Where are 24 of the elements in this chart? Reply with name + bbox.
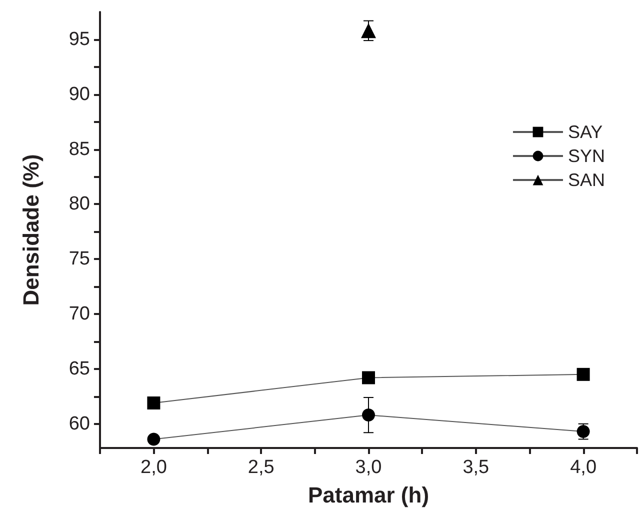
y-axis-title: Densidade (%) (18, 154, 44, 306)
point (147, 432, 160, 446)
point (362, 408, 375, 422)
y-tick-label: 80 (68, 194, 90, 215)
point (361, 23, 376, 38)
y-tick-label: 60 (68, 413, 90, 434)
y-tick-label: 95 (68, 28, 90, 50)
x-tick-label: 2,5 (248, 457, 274, 478)
x-tick-label: 4,0 (570, 457, 597, 478)
point (362, 371, 375, 384)
legend-label: SYN (568, 146, 606, 166)
y-tick-label: 65 (68, 358, 90, 380)
point (576, 368, 590, 381)
y-tick-label: 75 (68, 248, 90, 270)
y-tick-label: 85 (68, 138, 90, 160)
x-axis-title: Patamar (h) (308, 482, 430, 508)
y-tick-label: 70 (68, 304, 90, 325)
x-tick-label: 3,0 (355, 457, 382, 478)
legend-label: SAY (568, 122, 603, 142)
x-tick-label: 3,5 (462, 457, 490, 478)
point (147, 396, 160, 410)
x-tick-label: 2,0 (140, 457, 167, 478)
legend-label: SAN (568, 170, 606, 190)
y-tick-label: 90 (68, 84, 90, 105)
